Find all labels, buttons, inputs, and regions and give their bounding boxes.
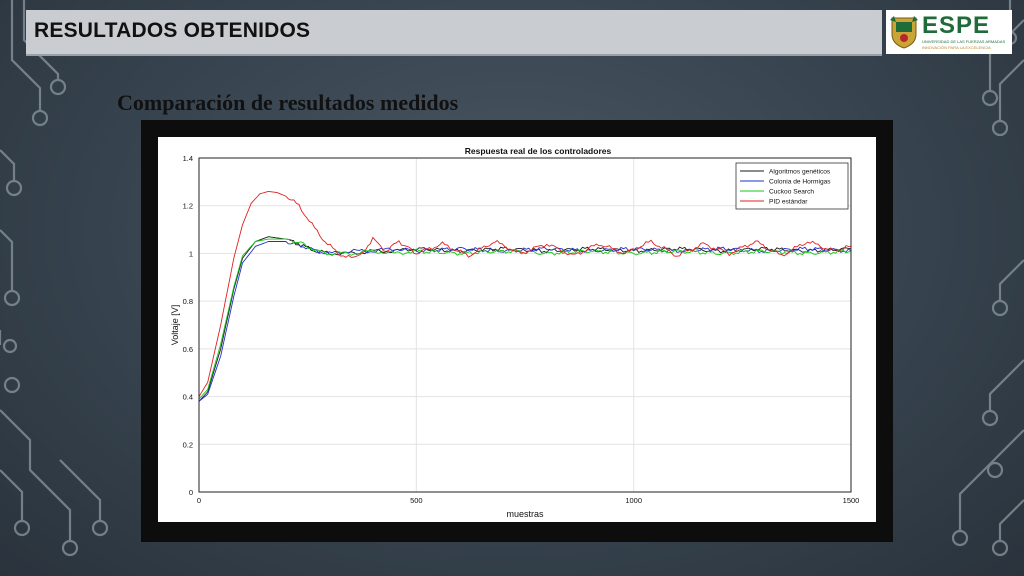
y-tick-label: 1.2 xyxy=(183,202,193,211)
y-tick-label: 0.6 xyxy=(183,345,193,354)
university-crest-icon xyxy=(890,16,918,49)
header-title: RESULTADOS OBTENIDOS xyxy=(34,19,311,42)
line-chart: Respuesta real de los controladores 0 0.2… xyxy=(170,146,860,519)
slide-subtitle: Comparación de resultados medidos xyxy=(117,90,459,115)
y-tick-label: 0 xyxy=(189,488,193,497)
legend-entry: Cuckoo Search xyxy=(769,189,814,196)
logo-line-2: INNOVACIÓN PARA LA EXCELENCIA xyxy=(922,45,991,50)
series-line-pid-estandar xyxy=(198,190,852,397)
chart-panel: Respuesta real de los controladores 0 0.2… xyxy=(158,137,876,522)
logo-line-1: UNIVERSIDAD DE LAS FUERZAS ARMADAS xyxy=(922,39,1006,44)
legend-entry: Algoritmos genéticos xyxy=(769,169,831,176)
y-tick-label: 0.2 xyxy=(183,440,193,449)
university-logo: ESPE UNIVERSIDAD DE LAS FUERZAS ARMADAS … xyxy=(886,10,1012,54)
series-line-cuckoo-search xyxy=(198,238,852,400)
plot-area-border xyxy=(198,157,852,493)
y-tick-label: 0.4 xyxy=(183,393,193,402)
series-line-colonia-de-hormigas xyxy=(198,241,852,402)
legend-entry: Colonia de Hormigas xyxy=(769,179,831,186)
x-axis-label: muestras xyxy=(506,509,544,519)
chart-title: Respuesta real de los controladores xyxy=(465,146,612,156)
series-line-algoritmos-geneticos xyxy=(198,236,852,402)
logo-word: ESPE xyxy=(922,12,991,39)
y-tick-label: 1 xyxy=(189,249,193,258)
chart-legend: Algoritmos genéticos Colonia de Hormigas C… xyxy=(735,162,849,210)
x-tick-label: 1000 xyxy=(625,496,642,505)
x-tick-label: 500 xyxy=(410,496,423,505)
x-tick-label: 1500 xyxy=(843,496,860,505)
legend-entry: PID estándar xyxy=(769,199,808,206)
y-axis-label: Voltaje [V] xyxy=(170,305,180,346)
y-tick-label: 1.4 xyxy=(183,154,193,163)
x-tick-label: 0 xyxy=(197,496,201,505)
header-bar: RESULTADOS OBTENIDOS xyxy=(26,10,882,56)
y-tick-label: 0.8 xyxy=(183,297,193,306)
